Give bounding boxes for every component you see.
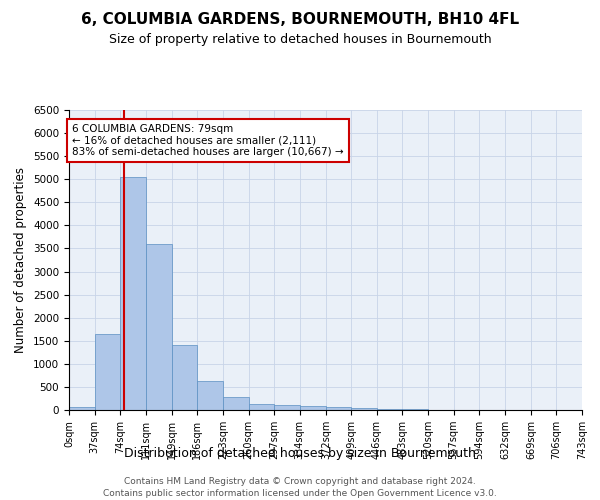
Bar — [274, 406, 299, 410]
Text: Contains HM Land Registry data © Crown copyright and database right 2024.: Contains HM Land Registry data © Crown c… — [124, 478, 476, 486]
Bar — [248, 404, 274, 410]
Bar — [326, 406, 352, 410]
Bar — [120, 177, 146, 410]
Bar — [172, 346, 197, 410]
Y-axis label: Number of detached properties: Number of detached properties — [14, 167, 28, 353]
Bar — [299, 406, 326, 410]
Text: 6 COLUMBIA GARDENS: 79sqm
← 16% of detached houses are smaller (2,111)
83% of se: 6 COLUMBIA GARDENS: 79sqm ← 16% of detac… — [73, 124, 344, 157]
Bar — [223, 396, 248, 410]
Text: Contains public sector information licensed under the Open Government Licence v3: Contains public sector information licen… — [103, 489, 497, 498]
Text: Size of property relative to detached houses in Bournemouth: Size of property relative to detached ho… — [109, 32, 491, 46]
Bar — [69, 406, 95, 410]
Bar — [95, 334, 120, 410]
Bar — [377, 408, 403, 410]
Text: 6, COLUMBIA GARDENS, BOURNEMOUTH, BH10 4FL: 6, COLUMBIA GARDENS, BOURNEMOUTH, BH10 4… — [81, 12, 519, 28]
Text: Distribution of detached houses by size in Bournemouth: Distribution of detached houses by size … — [124, 448, 476, 460]
Bar — [197, 381, 223, 410]
Bar — [146, 244, 172, 410]
Bar — [403, 409, 428, 410]
Bar — [352, 408, 377, 410]
